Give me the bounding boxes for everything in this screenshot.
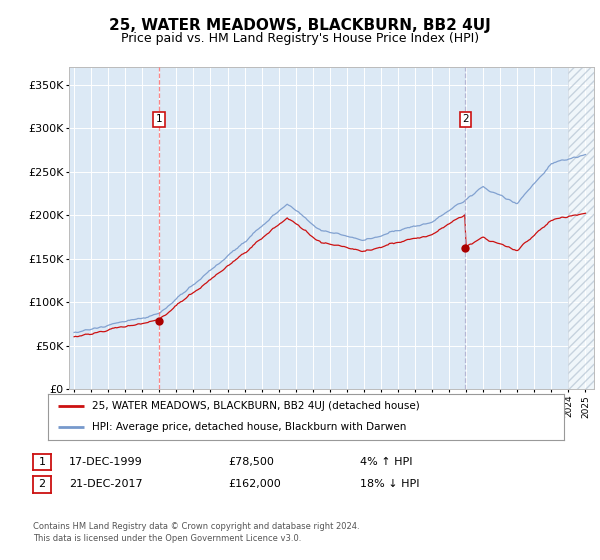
Text: 4% ↑ HPI: 4% ↑ HPI [360,457,413,467]
Text: £78,500: £78,500 [228,457,274,467]
Text: Contains HM Land Registry data © Crown copyright and database right 2024.
This d: Contains HM Land Registry data © Crown c… [33,522,359,543]
Text: 21-DEC-2017: 21-DEC-2017 [69,479,143,489]
Text: £162,000: £162,000 [228,479,281,489]
Text: 25, WATER MEADOWS, BLACKBURN, BB2 4UJ: 25, WATER MEADOWS, BLACKBURN, BB2 4UJ [109,18,491,33]
Text: 2: 2 [462,114,469,124]
Text: HPI: Average price, detached house, Blackburn with Darwen: HPI: Average price, detached house, Blac… [92,422,406,432]
Text: Price paid vs. HM Land Registry's House Price Index (HPI): Price paid vs. HM Land Registry's House … [121,32,479,45]
Text: 1: 1 [155,114,162,124]
Text: 17-DEC-1999: 17-DEC-1999 [69,457,143,467]
Text: 18% ↓ HPI: 18% ↓ HPI [360,479,419,489]
Text: 2: 2 [38,479,46,489]
Text: 25, WATER MEADOWS, BLACKBURN, BB2 4UJ (detached house): 25, WATER MEADOWS, BLACKBURN, BB2 4UJ (d… [92,401,419,411]
Text: 1: 1 [38,457,46,467]
